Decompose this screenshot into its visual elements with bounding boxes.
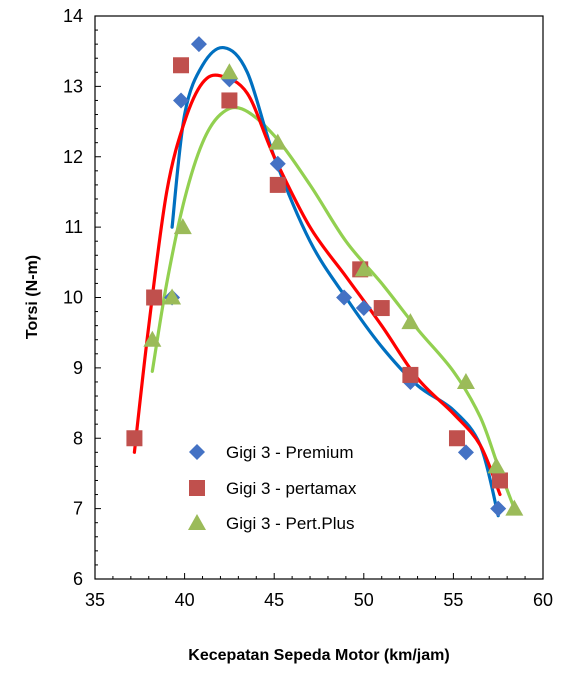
- x-axis-title: Kecepatan Sepeda Motor (km/jam): [188, 647, 449, 664]
- data-point-premium: [173, 92, 190, 109]
- trendline-pertplus: [150, 105, 516, 511]
- x-tick-label: 60: [533, 590, 553, 610]
- y-tick-label: 10: [63, 288, 83, 308]
- data-point-pertplus: [173, 218, 192, 235]
- data-point-pertamax: [126, 430, 143, 447]
- y-tick-label: 9: [73, 358, 83, 378]
- data-point-premium: [490, 500, 507, 517]
- legend-label-premium: Gigi 3 - Premium: [226, 443, 354, 462]
- data-point-pertamax: [491, 472, 508, 489]
- legend-marker-pertamax: [189, 480, 205, 496]
- trendline-premium: [170, 46, 500, 518]
- y-axis-title: Torsi (N-m): [24, 255, 41, 339]
- x-tick-label: 50: [354, 590, 374, 610]
- x-tick-label: 55: [443, 590, 463, 610]
- data-point-premium: [355, 300, 372, 317]
- y-tick-label: 12: [63, 147, 83, 167]
- data-point-pertamax: [221, 92, 238, 109]
- legend-marker-pertplus: [188, 514, 206, 530]
- x-tick-label: 45: [264, 590, 284, 610]
- data-point-pertamax: [402, 366, 419, 383]
- data-point-premium: [457, 444, 474, 461]
- markers-layer: [126, 36, 524, 517]
- y-tick-label: 11: [64, 217, 83, 237]
- data-point-pertplus: [143, 330, 162, 347]
- data-point-pertplus: [163, 288, 182, 305]
- data-point-pertplus: [220, 63, 239, 80]
- data-point-pertplus: [505, 499, 524, 516]
- data-point-premium: [336, 289, 353, 306]
- data-point-pertplus: [456, 372, 475, 389]
- data-point-premium: [269, 155, 286, 172]
- legend-label-pertamax: Gigi 3 - pertamax: [226, 479, 357, 498]
- data-point-premium: [190, 36, 207, 53]
- axes-layer: 35 40 45 50 55 60 6 7 8 9 10 11 12 13 14: [63, 6, 553, 610]
- data-point-pertamax: [173, 57, 190, 74]
- data-point-pertplus: [401, 313, 420, 330]
- y-tick-label: 7: [73, 499, 83, 519]
- x-tick-label: 40: [175, 590, 195, 610]
- data-point-pertamax: [448, 430, 465, 447]
- y-tick-label: 14: [63, 6, 83, 26]
- legend-label-pertplus: Gigi 3 - Pert.Plus: [226, 514, 355, 533]
- y-tick-label: 8: [73, 428, 83, 448]
- data-point-pertamax: [269, 176, 286, 193]
- data-point-pertplus: [487, 457, 506, 474]
- x-tick-label: 35: [85, 590, 105, 610]
- trendlines-layer: [132, 46, 516, 518]
- data-point-pertamax: [373, 300, 390, 317]
- data-point-pertamax: [146, 289, 163, 306]
- legend-marker-premium: [189, 444, 205, 460]
- data-point-pertplus: [268, 133, 287, 150]
- legend: Gigi 3 - Premium Gigi 3 - pertamax Gigi 3 …: [188, 443, 357, 533]
- trendline-pertamax: [132, 73, 502, 497]
- y-tick-label: 13: [63, 76, 83, 96]
- data-point-pertplus: [354, 260, 373, 277]
- y-tick-label: 6: [73, 569, 83, 589]
